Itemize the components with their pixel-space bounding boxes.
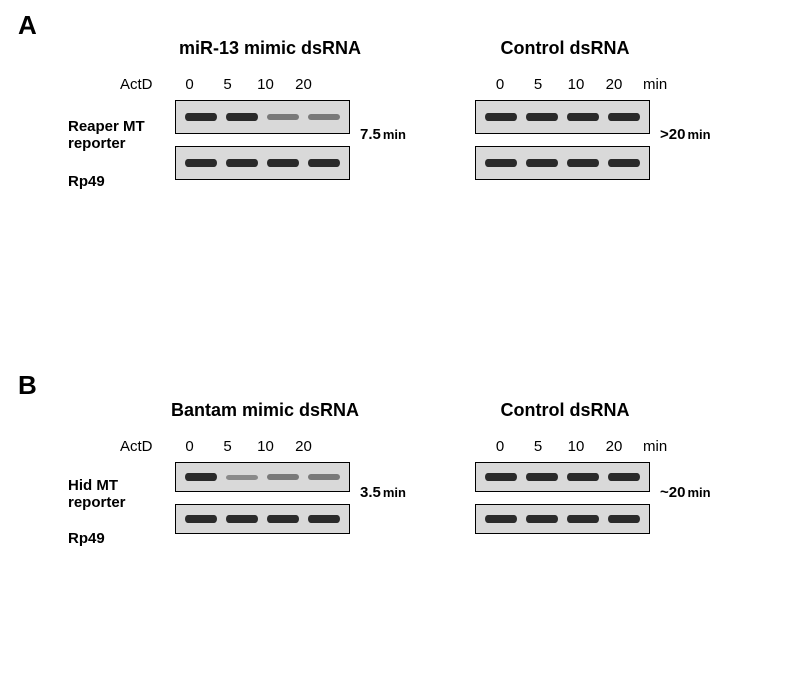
band [226,113,258,121]
band [185,473,217,481]
timepoint: 5 [209,76,247,93]
band [226,475,258,480]
band [567,159,599,167]
timepoint: 5 [209,438,247,455]
band [567,515,599,523]
band [226,515,258,523]
band [526,159,558,167]
panel-a-left-lane-header: ActD 0 5 10 20 [120,76,323,93]
band [567,113,599,121]
panel-a-left-title: miR-13 mimic dsRNA [155,38,385,59]
band [567,473,599,481]
timepoint: 20 [595,438,633,455]
band [226,159,258,167]
panel-b-right-halflife: ~20min [660,484,711,501]
panel-b-left-lane-header: ActD 0 5 10 20 [120,438,323,455]
halflife-unit: min [383,485,406,500]
band [485,515,517,523]
panel-a-right-rp49-blot [475,146,650,180]
timepoint: 0 [171,76,209,93]
band [267,159,299,167]
halflife-value: >20 [660,126,685,143]
min-unit: min [643,76,667,93]
halflife-value: ~20 [660,484,685,501]
halflife-unit: min [383,127,406,142]
band [185,515,217,523]
panel-b-left-reporter-blot [175,462,350,492]
panel-a-rp49-label: Rp49 [68,173,105,190]
band [485,159,517,167]
band [308,159,340,167]
panel-b-rp49-label: Rp49 [68,530,105,547]
band [485,113,517,121]
band [185,159,217,167]
band [308,515,340,523]
band [308,114,340,120]
panel-b-left-halflife: 3.5min [360,484,406,501]
band [267,515,299,523]
panel-a-left-reporter-blot [175,100,350,134]
band [185,113,217,121]
band [608,159,640,167]
band [526,515,558,523]
actd-label: ActD [120,76,153,93]
halflife-unit: min [687,127,710,142]
band [526,113,558,121]
panel-b-left-rp49-blot [175,504,350,534]
panel-a-left-halflife: 7.5min [360,126,406,143]
band [608,473,640,481]
panel-a-right-reporter-blot [475,100,650,134]
panel-a-left-rp49-blot [175,146,350,180]
band [608,515,640,523]
panel-b-reporter-label: Hid MT reporter [68,477,126,511]
halflife-value: 7.5 [360,126,381,143]
band [526,473,558,481]
timepoint: 20 [595,76,633,93]
timepoint: 20 [285,76,323,93]
panel-a-right-lane-header: 0 5 10 20 min [481,76,667,93]
timepoint: 10 [247,76,285,93]
timepoint: 0 [171,438,209,455]
label-line: reporter [68,494,126,511]
panel-b-right-reporter-blot [475,462,650,492]
min-unit: min [643,438,667,455]
band [485,473,517,481]
timepoint: 10 [557,76,595,93]
halflife-unit: min [687,485,710,500]
panel-b-right-title: Control dsRNA [475,400,655,421]
timepoint: 5 [519,76,557,93]
panel-a: miR-13 mimic dsRNA ActD 0 5 10 20 [0,18,787,268]
actd-label: ActD [120,438,153,455]
timepoint: 0 [481,76,519,93]
panel-a-right-halflife: >20min [660,126,711,143]
timepoint: 20 [285,438,323,455]
timepoint: 10 [557,438,595,455]
timepoint: 0 [481,438,519,455]
band [308,474,340,480]
panel-a-reporter-label: Reaper MT reporter [68,118,145,152]
label-line: Hid MT [68,477,126,494]
panel-b-right-rp49-blot [475,504,650,534]
panel-b-left-title: Bantam mimic dsRNA [145,400,385,421]
label-line: Reaper MT [68,118,145,135]
timepoint: 5 [519,438,557,455]
label-line: reporter [68,135,145,152]
timepoint: 10 [247,438,285,455]
band [267,474,299,480]
panel-a-right-title: Control dsRNA [475,38,655,59]
halflife-value: 3.5 [360,484,381,501]
panel-b-right-lane-header: 0 5 10 20 min [481,438,667,455]
band [608,113,640,121]
band [267,114,299,120]
panel-b: Bantam mimic dsRNA ActD 0 5 10 20 [0,380,787,630]
